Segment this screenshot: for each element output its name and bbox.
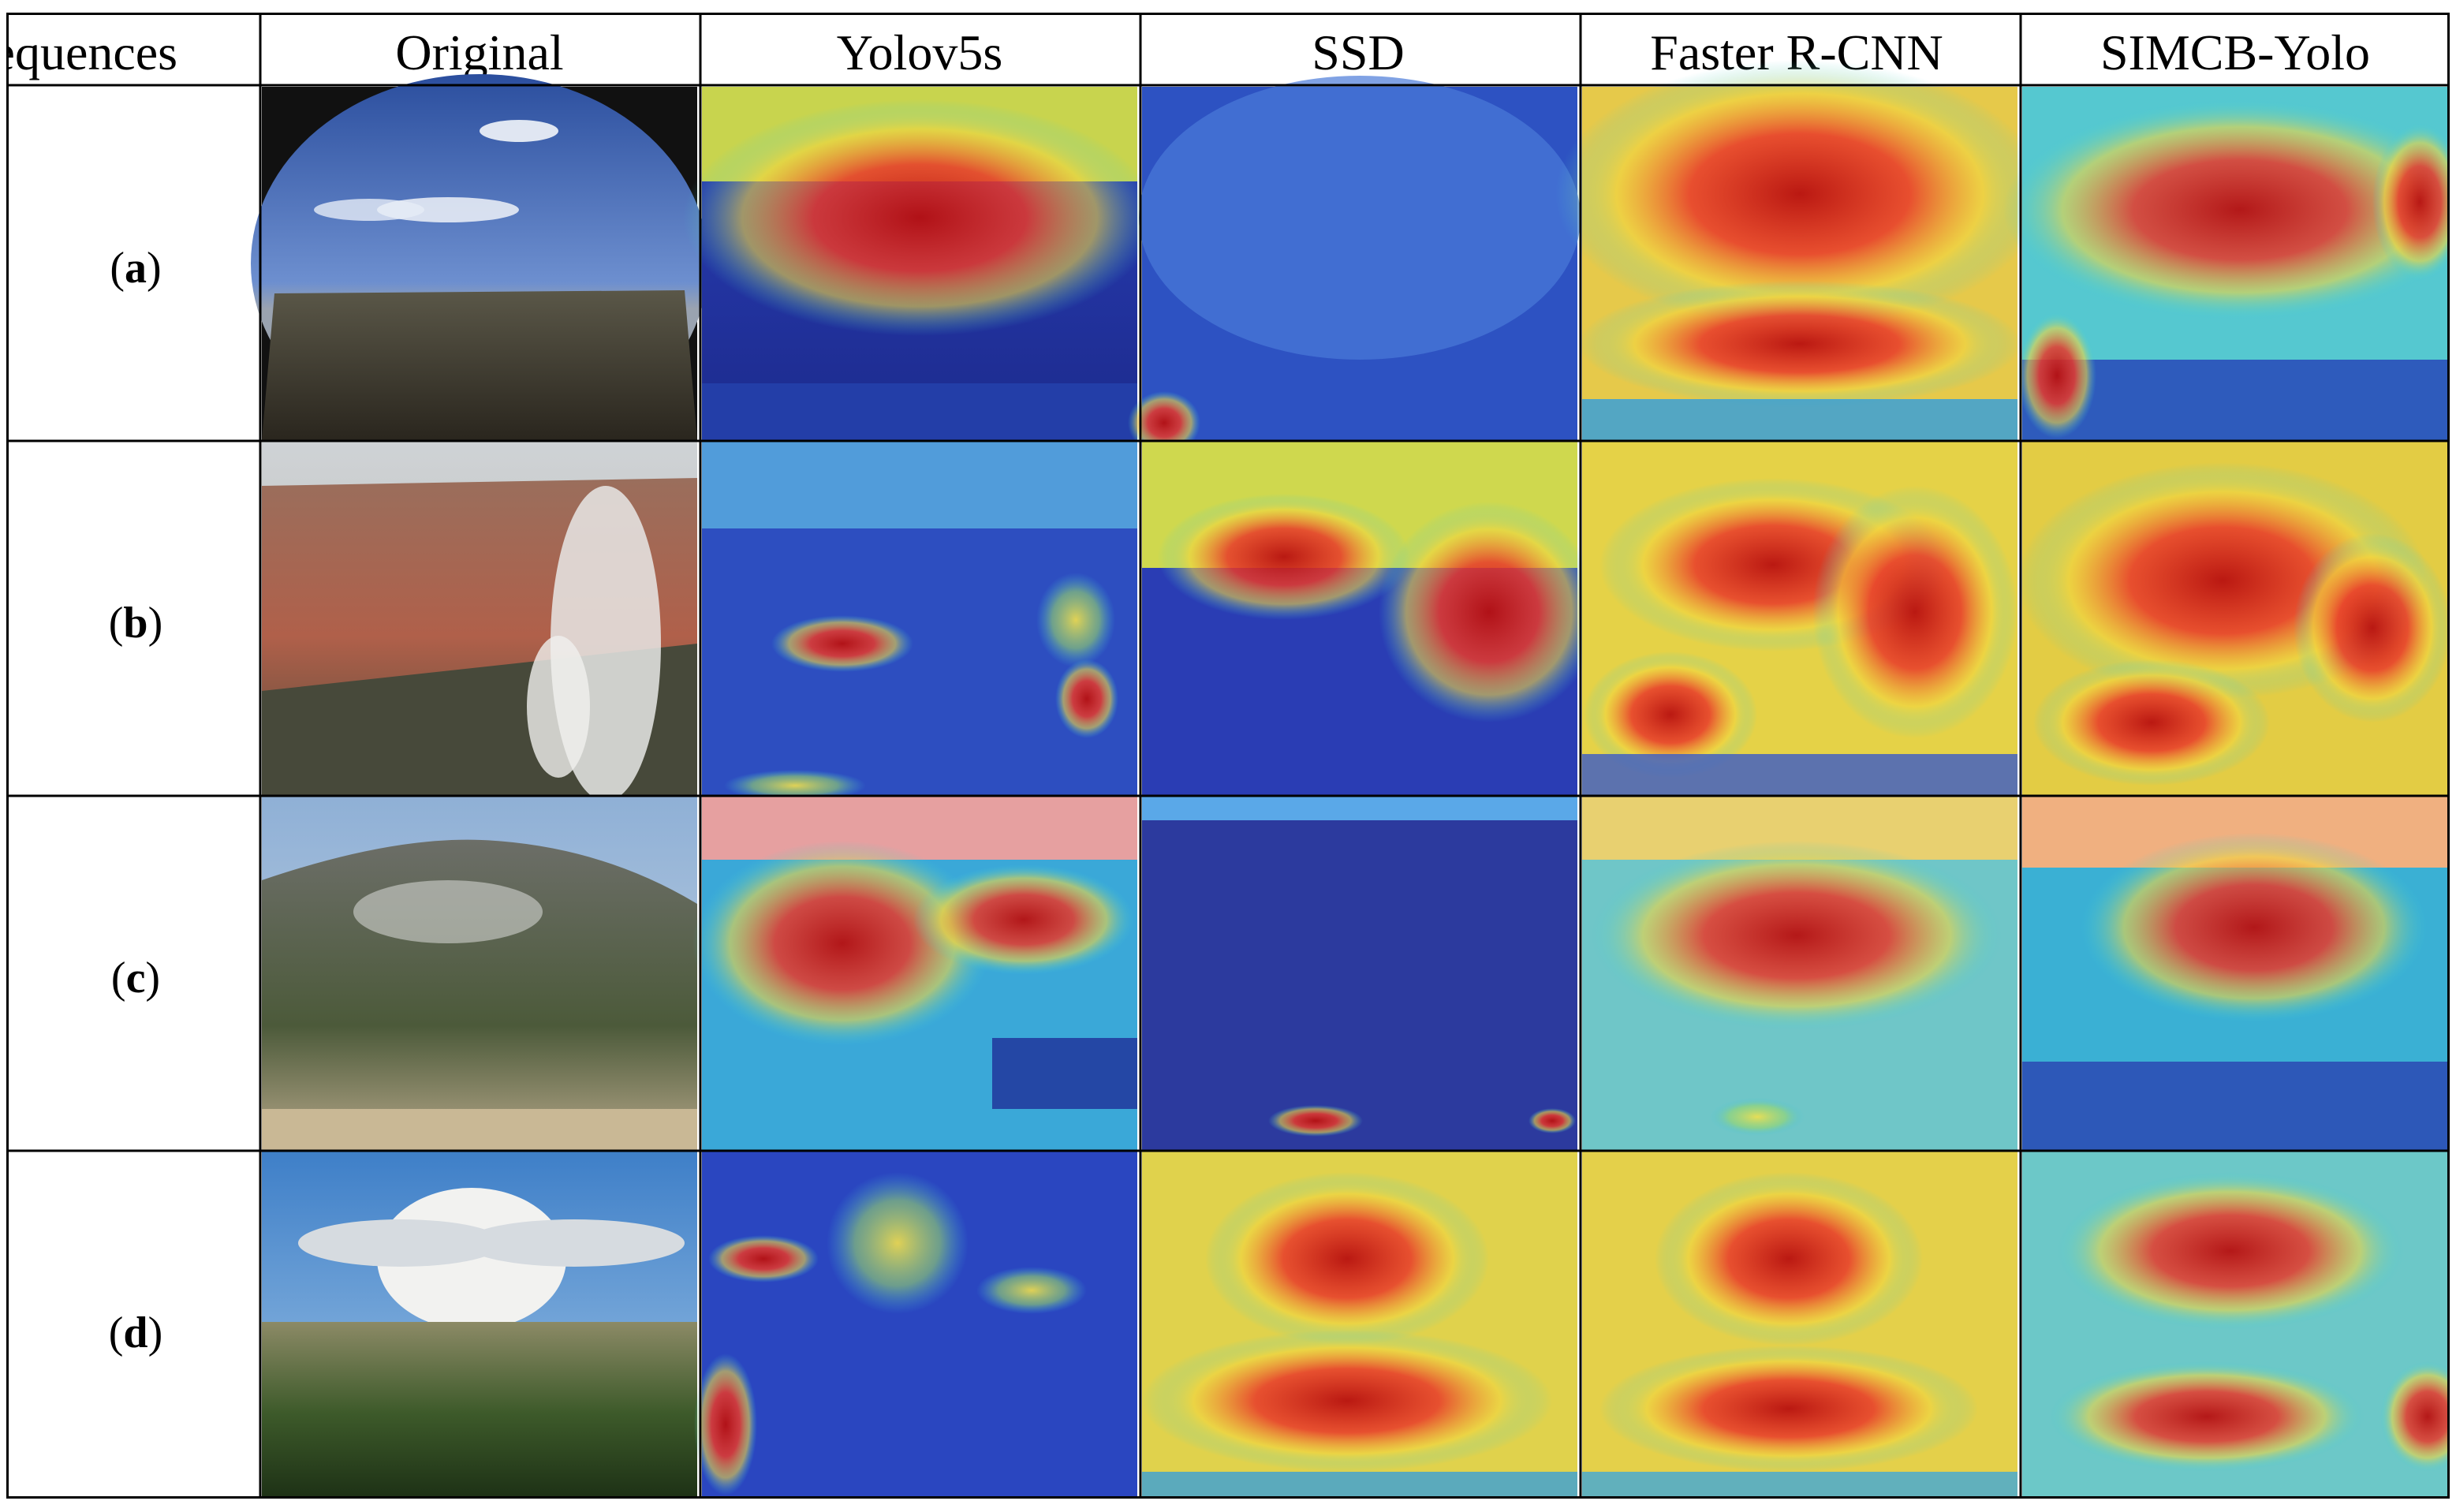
- header-row: Sequences Original Yolov5s SSD Faster R-…: [6, 24, 2370, 80]
- header-simcb-yolo: SIMCB-Yolo: [2100, 24, 2370, 80]
- row-b: [262, 442, 2450, 801]
- table-grid: [6, 13, 2450, 1499]
- heatmap-simcb-yolo-b: [2017, 442, 2450, 795]
- heatmap-faster-rcnn-a: [1555, 60, 2044, 440]
- row-labels: (a) (b) (c) (d): [109, 244, 162, 1357]
- figure-table: Sequences Original Yolov5s SSD Faster R-…: [6, 13, 2450, 1499]
- heatmap-ssd-a: [1128, 76, 1581, 454]
- original-image-b: [262, 442, 697, 801]
- heatmap-ssd-c: [1142, 797, 1577, 1150]
- heatmap-simcb-yolo-c: [2022, 797, 2450, 1150]
- heatmap-ssd-b: [1142, 442, 1599, 795]
- original-image-d: [262, 1152, 697, 1499]
- header-yolov5s: Yolov5s: [837, 24, 1003, 80]
- row-a: [251, 60, 2450, 454]
- row-label-c: (c): [111, 954, 160, 1002]
- row-c: [262, 797, 2450, 1150]
- heatmap-yolov5s-d: [694, 1152, 1137, 1499]
- row-label-d: (d): [109, 1309, 162, 1357]
- heatmap-faster-rcnn-c: [1582, 797, 2017, 1150]
- row-d: [262, 1152, 2450, 1499]
- heatmap-faster-rcnn-d: [1582, 1152, 2017, 1499]
- heatmap-yolov5s-c: [692, 797, 1137, 1150]
- heatmap-yolov5s-a: [683, 87, 1156, 440]
- header-sequences: Sequences: [6, 24, 177, 80]
- original-image-c: [262, 797, 697, 1150]
- heatmap-yolov5s-b: [702, 442, 1137, 801]
- heatmap-simcb-yolo-a: [2003, 87, 2450, 440]
- row-label-a: (a): [110, 244, 161, 293]
- heatmap-simcb-yolo-d: [2022, 1152, 2450, 1499]
- header-original: Original: [395, 24, 563, 80]
- header-ssd: SSD: [1312, 24, 1404, 80]
- original-image-a: [251, 74, 708, 453]
- heatmap-faster-rcnn-b: [1582, 442, 2017, 795]
- heatmap-ssd-d: [1142, 1152, 1577, 1499]
- row-label-b: (b): [109, 599, 162, 648]
